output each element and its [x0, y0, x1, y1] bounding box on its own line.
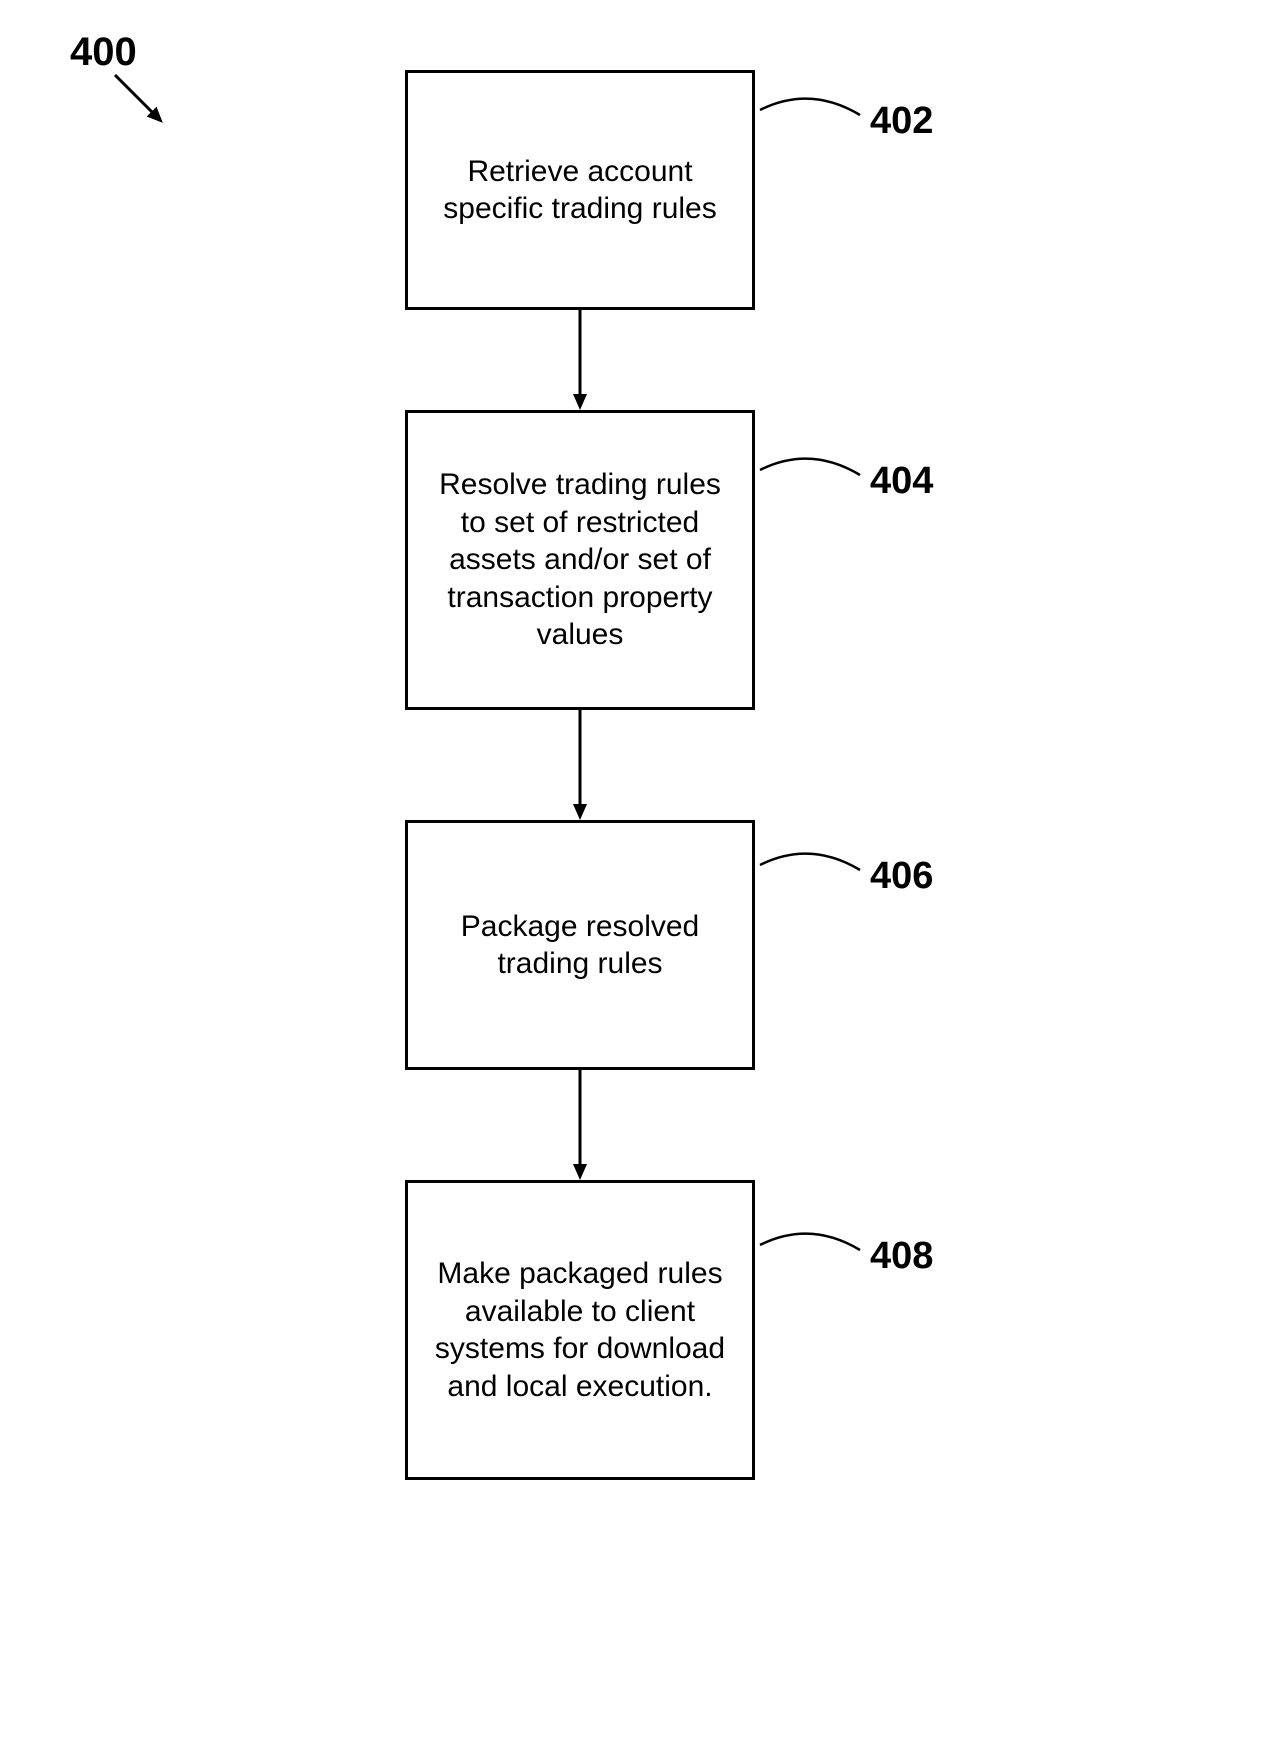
step-text: Make packaged rules available to client … [428, 1255, 732, 1405]
flowchart-canvas: 400 Retrieve account specific trading ru… [0, 0, 1272, 1762]
step-box-402: Retrieve account specific trading rules [405, 70, 755, 310]
figure-label: 400 [70, 30, 137, 75]
step-num-406: 406 [870, 855, 933, 898]
step-box-404: Resolve trading rules to set of restrict… [405, 410, 755, 710]
step-num-408: 408 [870, 1235, 933, 1278]
step-box-408: Make packaged rules available to client … [405, 1180, 755, 1480]
step-text: Package resolved trading rules [428, 908, 732, 983]
step-num-404: 404 [870, 460, 933, 503]
step-num-402: 402 [870, 100, 933, 143]
step-text: Resolve trading rules to set of restrict… [428, 466, 732, 654]
step-box-406: Package resolved trading rules [405, 820, 755, 1070]
step-text: Retrieve account specific trading rules [428, 153, 732, 228]
